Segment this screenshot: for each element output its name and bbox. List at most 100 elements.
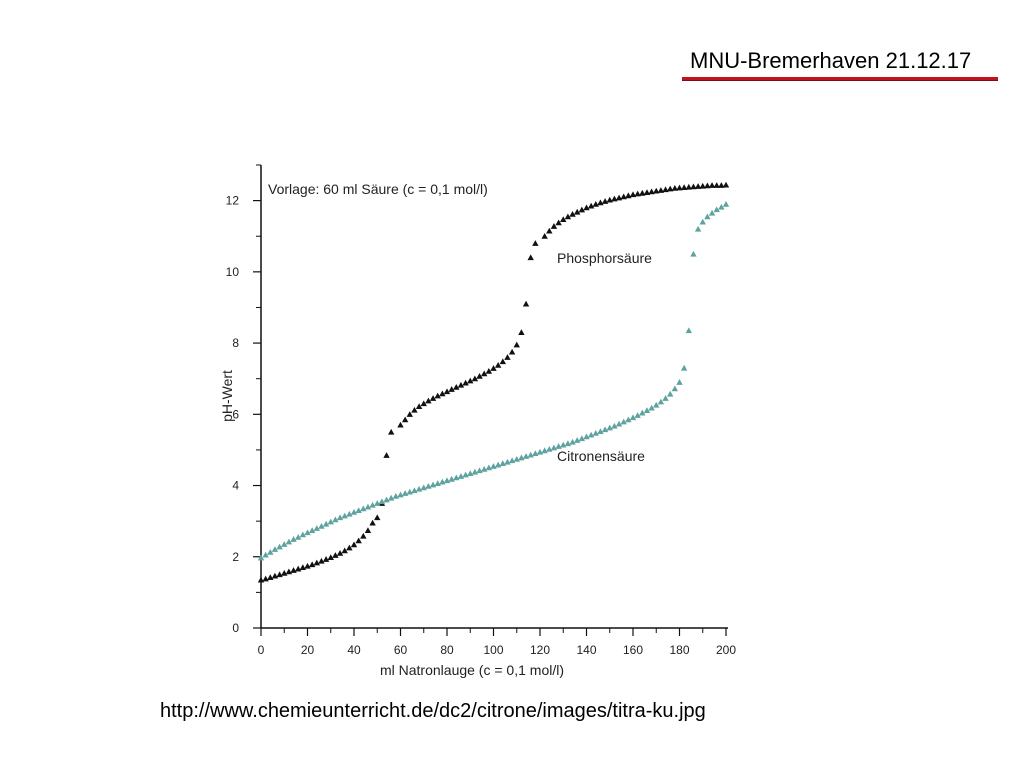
data-point bbox=[374, 500, 381, 506]
data-point bbox=[383, 496, 390, 503]
data-point bbox=[397, 491, 404, 498]
data-point bbox=[378, 498, 386, 505]
x-tick-label: 180 bbox=[669, 643, 689, 657]
data-point bbox=[704, 213, 711, 220]
data-point bbox=[504, 458, 511, 465]
data-point bbox=[722, 181, 730, 188]
data-point bbox=[569, 438, 576, 445]
data-point bbox=[708, 182, 716, 188]
data-point bbox=[267, 574, 274, 580]
data-point bbox=[583, 204, 590, 211]
data-point bbox=[560, 441, 567, 448]
data-point bbox=[615, 420, 623, 427]
data-point bbox=[518, 454, 525, 461]
data-point bbox=[680, 364, 688, 371]
data-point bbox=[406, 488, 413, 495]
data-point bbox=[336, 550, 344, 556]
data-point bbox=[276, 543, 283, 550]
series-citronensaeure bbox=[257, 200, 730, 561]
data-point bbox=[578, 206, 586, 213]
y-axis-label: pH-Wert bbox=[219, 370, 235, 422]
data-point bbox=[704, 182, 711, 189]
data-point bbox=[564, 440, 572, 447]
data-point bbox=[625, 192, 632, 199]
data-point bbox=[360, 505, 367, 512]
data-point bbox=[643, 407, 651, 413]
data-point bbox=[629, 191, 637, 198]
data-point bbox=[592, 429, 599, 436]
data-point bbox=[699, 218, 706, 225]
data-point bbox=[685, 183, 692, 190]
data-point bbox=[434, 392, 441, 399]
data-point bbox=[513, 455, 520, 462]
data-point bbox=[494, 361, 502, 368]
data-point bbox=[569, 210, 576, 217]
data-point bbox=[429, 481, 437, 488]
series-phosphorsaeure bbox=[257, 181, 730, 583]
data-point bbox=[350, 541, 358, 548]
data-point bbox=[653, 401, 660, 408]
data-point bbox=[680, 184, 688, 190]
data-point bbox=[671, 184, 679, 191]
y-tick-label: 10 bbox=[226, 265, 240, 279]
x-tick-label: 200 bbox=[716, 643, 736, 657]
data-point bbox=[341, 512, 348, 519]
data-point bbox=[318, 522, 325, 529]
data-point bbox=[667, 185, 674, 192]
data-point bbox=[434, 480, 441, 486]
data-point bbox=[620, 193, 627, 200]
data-point bbox=[694, 183, 702, 189]
data-point bbox=[648, 188, 655, 195]
label-phosphorsaeure: Phosphorsäure bbox=[557, 250, 652, 266]
data-point bbox=[369, 519, 376, 526]
series-layer bbox=[257, 181, 730, 583]
data-point bbox=[281, 569, 288, 576]
data-point bbox=[443, 477, 451, 484]
data-point bbox=[713, 206, 720, 213]
data-point bbox=[532, 240, 539, 246]
data-point bbox=[257, 554, 265, 561]
data-point bbox=[290, 536, 297, 542]
data-point bbox=[448, 475, 455, 482]
data-point bbox=[350, 509, 358, 515]
data-point bbox=[629, 414, 637, 421]
data-point bbox=[415, 403, 423, 410]
data-point bbox=[308, 527, 316, 533]
data-point bbox=[713, 182, 720, 188]
data-point bbox=[676, 379, 683, 385]
data-point bbox=[374, 514, 381, 521]
header-underline bbox=[682, 77, 998, 80]
data-point bbox=[718, 182, 725, 188]
label-citronensaeure: Citronensäure bbox=[557, 448, 645, 464]
data-point bbox=[425, 483, 432, 489]
data-point bbox=[574, 437, 581, 443]
data-point bbox=[397, 421, 404, 428]
data-point bbox=[522, 300, 530, 307]
x-tick-label: 60 bbox=[394, 643, 408, 657]
data-point bbox=[401, 490, 409, 496]
x-tick-label: 100 bbox=[483, 643, 503, 657]
x-tick-label: 160 bbox=[623, 643, 643, 657]
data-point bbox=[318, 557, 325, 564]
x-tick-label: 80 bbox=[440, 643, 454, 657]
data-point bbox=[532, 450, 539, 457]
data-point bbox=[462, 379, 469, 386]
data-point bbox=[708, 209, 716, 216]
data-point bbox=[601, 426, 609, 433]
data-point bbox=[485, 368, 493, 374]
data-point bbox=[518, 329, 525, 335]
data-point bbox=[383, 452, 390, 458]
data-point bbox=[690, 250, 697, 257]
data-point bbox=[271, 572, 279, 579]
data-point bbox=[564, 213, 572, 220]
data-point bbox=[634, 412, 641, 418]
data-point bbox=[587, 202, 595, 209]
data-point bbox=[587, 431, 595, 438]
data-point bbox=[662, 186, 669, 193]
data-point bbox=[606, 196, 613, 203]
data-point bbox=[364, 503, 372, 510]
data-point bbox=[601, 198, 609, 204]
x-tick-label: 40 bbox=[347, 643, 361, 657]
data-point bbox=[625, 416, 632, 423]
data-point bbox=[615, 194, 623, 201]
